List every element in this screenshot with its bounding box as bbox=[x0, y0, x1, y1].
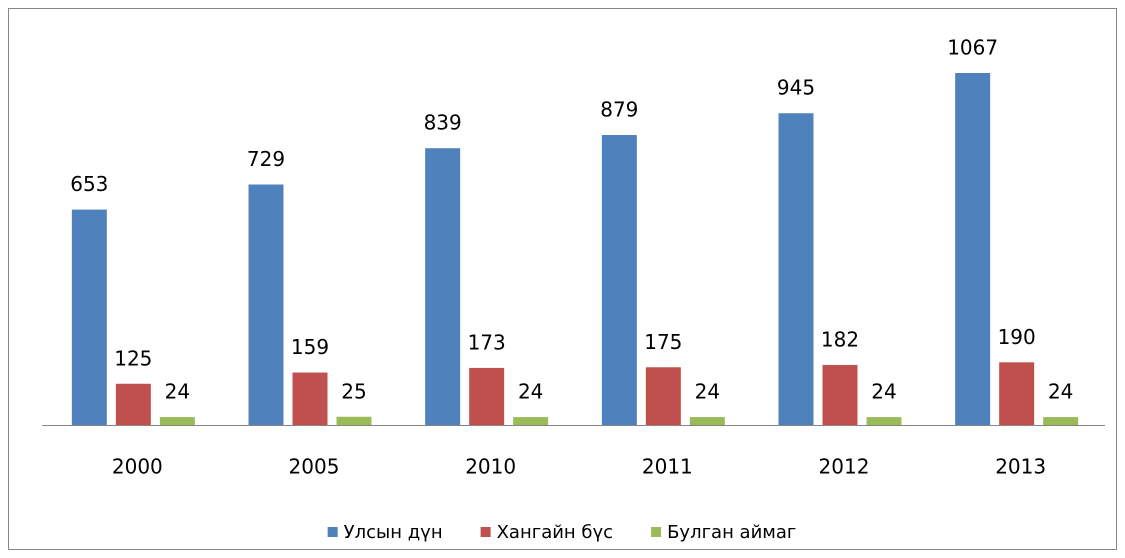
legend-item: Булган аймаг bbox=[651, 522, 796, 543]
legend-label: Булган аймаг bbox=[667, 522, 796, 543]
data-label: 125 bbox=[114, 346, 152, 370]
data-label: 839 bbox=[424, 111, 462, 135]
x-tick-label: 2011 bbox=[642, 455, 693, 479]
data-label: 190 bbox=[998, 325, 1036, 349]
data-label: 159 bbox=[291, 335, 329, 359]
bar bbox=[1043, 417, 1079, 425]
data-label: 729 bbox=[247, 147, 285, 171]
data-label: 24 bbox=[871, 380, 896, 404]
bar bbox=[469, 367, 505, 425]
bar bbox=[159, 417, 195, 425]
bar bbox=[513, 417, 549, 425]
bar bbox=[999, 362, 1035, 425]
legend-swatch bbox=[651, 527, 662, 537]
legend-item: Улсын дүн bbox=[327, 522, 443, 543]
x-tick-label: 2010 bbox=[465, 455, 516, 479]
data-label: 24 bbox=[165, 380, 190, 404]
data-label: 182 bbox=[821, 327, 859, 351]
legend-label: Хангайн бүс bbox=[497, 522, 613, 543]
data-label: 24 bbox=[695, 380, 720, 404]
legend-label: Улсын дүн bbox=[344, 522, 443, 543]
bar bbox=[336, 416, 372, 425]
bar bbox=[425, 148, 461, 425]
legend: Улсын дүн Хангайн бүс Булган аймаг bbox=[327, 522, 796, 543]
data-label: 25 bbox=[341, 379, 366, 403]
bar bbox=[955, 73, 991, 425]
data-label: 24 bbox=[518, 380, 543, 404]
data-label: 1067 bbox=[947, 36, 998, 60]
data-label: 879 bbox=[600, 98, 638, 122]
data-label: 653 bbox=[70, 172, 108, 196]
x-tick-label: 2013 bbox=[995, 455, 1046, 479]
chart-frame bbox=[8, 8, 1117, 550]
data-label: 173 bbox=[468, 330, 506, 354]
bar bbox=[248, 184, 284, 425]
bar bbox=[645, 367, 681, 425]
x-tick-label: 2012 bbox=[819, 455, 870, 479]
legend-item: Хангайн бүс bbox=[480, 522, 613, 543]
bar bbox=[866, 417, 902, 425]
bar bbox=[71, 209, 107, 425]
bar bbox=[778, 113, 814, 425]
bar bbox=[292, 372, 328, 425]
data-label: 945 bbox=[777, 76, 815, 100]
bar bbox=[689, 417, 725, 425]
legend-swatch bbox=[327, 527, 338, 537]
x-tick-label: 2000 bbox=[112, 455, 163, 479]
x-tick-label: 2005 bbox=[289, 455, 340, 479]
bar bbox=[822, 364, 858, 425]
bar bbox=[115, 383, 151, 425]
legend-swatch bbox=[480, 527, 491, 537]
bar bbox=[601, 135, 637, 425]
data-label: 175 bbox=[644, 330, 682, 354]
data-label: 24 bbox=[1048, 380, 1073, 404]
